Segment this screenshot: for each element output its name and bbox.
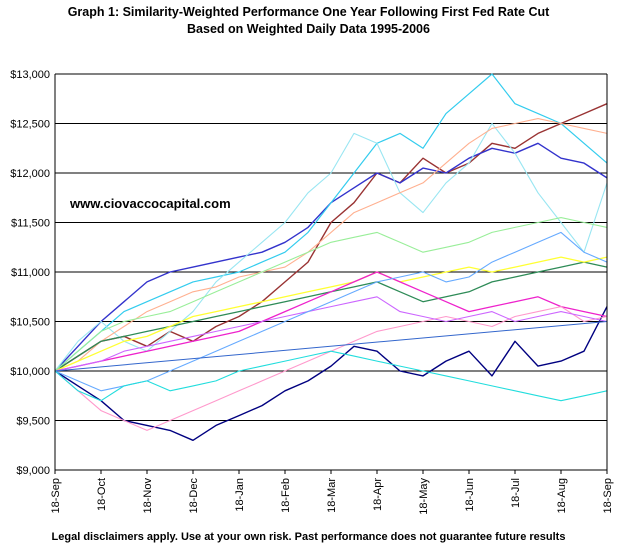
x-tick-label: 18-Apr <box>372 478 384 511</box>
series-line-aqua <box>54 350 608 402</box>
line-chart: $9,000 $9,500 $10,000 $10,500 $11,000 $11,500… <box>10 69 614 515</box>
x-tick-label: 18-Nov <box>142 478 154 514</box>
series-line-teal <box>54 261 608 372</box>
series-line-blue <box>54 142 608 372</box>
x-tick-label: 18-Sep <box>50 478 62 513</box>
series-line-trend <box>54 321 608 372</box>
series-line-sky <box>54 231 608 392</box>
x-tick-label: 18-May <box>418 478 430 515</box>
y-tick-label: $9,000 <box>16 465 50 477</box>
y-tick-label: $9,500 <box>16 416 50 428</box>
x-tick-label: 18-Jan <box>234 478 246 512</box>
x-tick-label: 18-Feb <box>280 478 292 513</box>
gridlines <box>55 73 607 471</box>
chart-subtitle: Based on Weighted Daily Data 1995-2006 <box>187 22 430 36</box>
y-tick-labels: $9,000 $9,500 $10,000 $10,500 $11,000 $11,500… <box>10 69 50 477</box>
chart-title: Graph 1: Similarity-Weighted Performance… <box>67 5 550 19</box>
x-tick-label: 18-Mar <box>326 478 338 513</box>
series-line-cyan <box>54 73 608 372</box>
x-tick-label: 18-Oct <box>96 478 108 511</box>
y-tick-label: $10,500 <box>10 317 50 329</box>
x-tick-label: 18-Aug <box>556 478 568 513</box>
series-line-navy <box>54 306 608 441</box>
y-tick-label: $11,000 <box>11 267 50 279</box>
series-line-peach <box>54 118 608 372</box>
y-tick-label: $13,000 <box>10 69 50 81</box>
x-tick-label: 18-Dec <box>188 478 200 514</box>
y-tick-label: $10,000 <box>10 366 50 378</box>
series-line-magenta <box>54 271 608 372</box>
x-tick-label: 18-Jun <box>464 478 476 512</box>
axes <box>54 74 608 474</box>
series-line-yellow <box>54 256 608 372</box>
x-tick-label: 18-Sep <box>602 478 614 513</box>
x-tick-labels: 18-Sep 18-Oct 18-Nov 18-Dec 18-Jan 18-Feb 18-M… <box>50 478 614 515</box>
x-tick-label: 18-Jul <box>510 478 522 508</box>
y-tick-label: $11,500 <box>11 218 50 230</box>
y-tick-label: $12,000 <box>10 168 50 180</box>
y-tick-label: $12,500 <box>10 119 50 131</box>
disclaimer-footer: Legal disclaimers apply. Use at your own… <box>51 531 566 543</box>
series-lines <box>54 73 608 441</box>
series-line-orchid <box>54 296 608 372</box>
website-annotation: www.ciovaccocapital.com <box>69 196 231 211</box>
series-line-pink <box>54 306 608 431</box>
series-line-light-green <box>54 217 608 372</box>
series-line-brown <box>54 103 608 372</box>
